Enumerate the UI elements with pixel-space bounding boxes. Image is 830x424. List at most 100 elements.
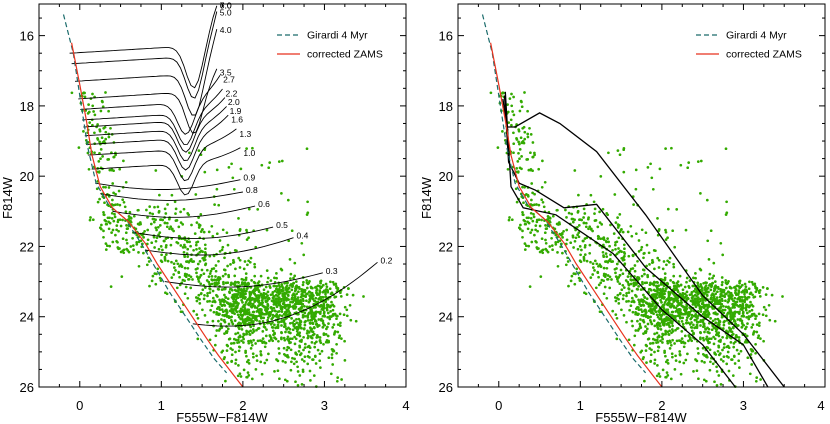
star-point — [266, 276, 270, 280]
star-point — [235, 294, 238, 298]
girardi-isochrone-line — [481, 14, 647, 374]
star-point — [271, 313, 275, 317]
star-point — [517, 140, 520, 144]
star-point — [183, 292, 187, 296]
star-point — [311, 358, 315, 361]
star-point — [692, 332, 695, 336]
star-point — [518, 227, 522, 231]
star-point — [248, 290, 252, 294]
star-point — [354, 319, 358, 323]
star-point — [283, 306, 287, 310]
star-point — [126, 249, 130, 252]
star-point — [271, 329, 275, 333]
star-point — [242, 368, 246, 372]
star-point — [290, 337, 294, 341]
star-point — [230, 360, 233, 363]
star-point — [616, 149, 620, 152]
star-point — [298, 374, 302, 377]
star-point — [639, 318, 642, 321]
star-point — [694, 276, 697, 280]
star-point — [629, 304, 633, 308]
star-point — [238, 258, 242, 262]
star-point — [219, 322, 223, 326]
star-point — [690, 339, 694, 343]
star-point — [176, 241, 180, 245]
star-point — [123, 205, 127, 209]
star-point — [131, 236, 134, 240]
star-point — [228, 337, 232, 341]
star-point — [272, 306, 276, 310]
star-point — [178, 283, 182, 287]
star-point — [671, 330, 675, 333]
star-point — [257, 314, 261, 318]
star-point — [753, 282, 757, 286]
star-point — [696, 292, 700, 296]
star-point — [583, 212, 587, 215]
star-point — [262, 291, 266, 295]
star-point — [567, 211, 571, 215]
star-point — [195, 247, 198, 251]
star-point — [627, 291, 631, 294]
star-point — [221, 313, 225, 317]
star-point — [751, 323, 755, 326]
star-point — [680, 337, 684, 340]
star-point — [528, 126, 531, 130]
star-point — [526, 204, 530, 208]
star-point — [707, 337, 711, 341]
star-point — [727, 369, 731, 373]
star-point — [98, 197, 101, 201]
star-point — [722, 355, 726, 359]
star-point — [228, 304, 232, 307]
star-point — [699, 320, 702, 323]
star-point — [298, 325, 302, 328]
star-point — [93, 151, 96, 155]
star-point — [280, 282, 284, 286]
star-point — [738, 296, 742, 300]
track-mass-label: 2.2 — [226, 88, 238, 98]
star-point — [349, 318, 353, 322]
star-point — [746, 322, 749, 325]
star-point — [724, 147, 728, 151]
star-point — [205, 279, 209, 282]
star-point — [548, 245, 552, 248]
star-point — [165, 225, 169, 229]
star-point — [692, 314, 696, 318]
star-point — [205, 268, 209, 272]
star-point — [648, 318, 652, 322]
star-point — [666, 362, 670, 365]
star-point — [757, 334, 761, 338]
star-point — [685, 318, 689, 322]
star-point — [188, 259, 192, 263]
star-point — [239, 317, 243, 321]
star-point — [528, 285, 532, 288]
star-point — [580, 218, 584, 222]
star-point — [250, 377, 254, 381]
star-point — [717, 374, 721, 377]
star-point — [99, 157, 102, 161]
star-point — [699, 282, 703, 286]
star-point — [118, 218, 122, 222]
star-point — [671, 355, 674, 359]
star-point — [758, 295, 762, 298]
star-point — [667, 290, 671, 294]
star-point — [282, 336, 286, 340]
star-point — [699, 331, 702, 335]
star-point — [199, 274, 203, 277]
star-point — [223, 256, 226, 260]
star-point — [666, 341, 670, 345]
star-point — [679, 311, 683, 315]
girardi-isochrone-line — [62, 14, 228, 374]
star-point — [88, 121, 92, 124]
star-point — [194, 243, 198, 247]
star-point — [506, 110, 510, 114]
star-point — [573, 282, 577, 286]
star-point — [265, 358, 269, 362]
star-point — [599, 237, 603, 241]
star-point — [714, 317, 717, 321]
star-point — [666, 236, 669, 240]
star-point — [596, 237, 600, 240]
star-point — [225, 349, 229, 352]
star-point — [698, 304, 702, 308]
star-point — [657, 284, 660, 288]
star-point — [197, 280, 201, 283]
